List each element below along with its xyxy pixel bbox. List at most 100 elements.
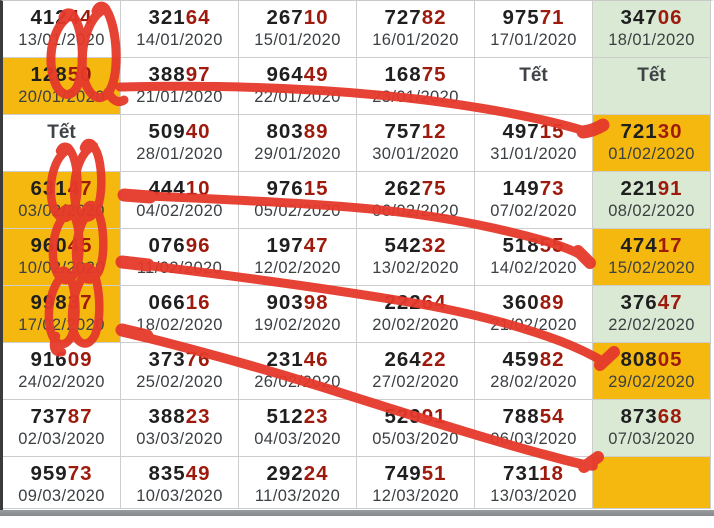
draw-date: 25/02/2020 (136, 373, 223, 391)
prize-number-main-digits: 512 (266, 405, 304, 428)
prize-number-last-two-digits: 49 (185, 462, 211, 485)
prize-number-main-digits: 267 (266, 6, 304, 29)
prize-number: 72130 (620, 119, 682, 144)
prize-number: 99837 (30, 290, 92, 315)
prize-number: 32164 (148, 5, 210, 30)
result-cell: 72130 01/02/2020 (593, 115, 711, 172)
prize-number-last-two-digits: 46 (303, 348, 329, 371)
prize-number: 38897 (148, 62, 210, 87)
prize-number-main-digits: 975 (502, 6, 540, 29)
prize-number-main-digits: 976 (266, 177, 304, 200)
draw-date: 21/02/2020 (490, 316, 577, 334)
draw-date: 12/03/2020 (372, 487, 459, 505)
draw-date: 26/02/2020 (254, 373, 341, 391)
prize-number-main-digits: 727 (384, 6, 422, 29)
result-cell: 99837 17/02/2020 (3, 286, 121, 343)
prize-number: 96045 (30, 233, 92, 258)
prize-number-main-digits: 803 (266, 120, 304, 143)
draw-date: 07/03/2020 (608, 430, 695, 448)
prize-number-last-two-digits: 12 (421, 120, 447, 143)
result-cell: 97615 05/02/2020 (239, 172, 357, 229)
prize-number-last-two-digits: 73 (539, 177, 565, 200)
draw-date: 30/01/2020 (372, 145, 459, 163)
draw-date: 17/02/2020 (18, 316, 105, 334)
result-cell: 90398 19/02/2020 (239, 286, 357, 343)
tet-holiday-label: Tết (637, 65, 666, 86)
result-cell: 51223 04/03/2020 (239, 400, 357, 457)
prize-number-main-digits: 903 (266, 291, 304, 314)
prize-number-last-two-digits: 10 (185, 177, 211, 200)
result-cell: 91609 24/02/2020 (3, 343, 121, 400)
result-cell: 16875 23/01/2020 (357, 58, 475, 115)
prize-number: 44410 (148, 176, 210, 201)
result-cell: 49715 31/01/2020 (475, 115, 593, 172)
prize-number-last-two-digits: 55 (539, 234, 565, 257)
result-cell: 95973 09/03/2020 (3, 457, 121, 509)
prize-number: 36089 (502, 290, 564, 315)
result-cell: 87368 07/03/2020 (593, 400, 711, 457)
prize-number-main-digits: 998 (30, 291, 68, 314)
prize-number-main-digits: 518 (502, 234, 540, 257)
draw-date: 09/03/2020 (18, 487, 105, 505)
prize-number-last-two-digits: 76 (185, 348, 211, 371)
prize-number: 16875 (384, 62, 446, 87)
draw-date: 04/02/2020 (136, 202, 223, 220)
prize-number-last-two-digits: 15 (539, 120, 565, 143)
prize-number: 97615 (266, 176, 328, 201)
prize-number-last-two-digits: 96 (185, 234, 211, 257)
prize-number-last-two-digits: 68 (657, 405, 683, 428)
prize-number: 96449 (266, 62, 328, 87)
prize-number-last-two-digits: 91 (657, 177, 683, 200)
prize-number-last-two-digits: 98 (303, 291, 329, 314)
result-cell: 22191 08/02/2020 (593, 172, 711, 229)
draw-date: 11/02/2020 (136, 259, 223, 277)
prize-number: 22264 (384, 290, 446, 315)
prize-number: 14973 (502, 176, 564, 201)
prize-number-main-digits: 474 (620, 234, 658, 257)
prize-number: 26710 (266, 5, 328, 30)
prize-number: 07696 (148, 233, 210, 258)
prize-number-main-digits: 444 (148, 177, 186, 200)
table-bottom-border (0, 510, 714, 516)
draw-date: 02/03/2020 (18, 430, 105, 448)
result-cell: 38897 21/01/2020 (121, 58, 239, 115)
prize-number: 74951 (384, 461, 446, 486)
prize-number-last-two-digits: 44 (67, 6, 93, 29)
result-cell: 19747 12/02/2020 (239, 229, 357, 286)
result-cell: 34706 18/01/2020 (593, 1, 711, 58)
prize-number-last-two-digits: 75 (421, 63, 447, 86)
prize-number-main-digits: 960 (30, 234, 68, 257)
prize-number: 80389 (266, 119, 328, 144)
prize-number-last-two-digits: 71 (539, 6, 565, 29)
prize-number-main-digits: 788 (502, 405, 540, 428)
result-cell: 14973 07/02/2020 (475, 172, 593, 229)
prize-number-last-two-digits: 30 (657, 120, 683, 143)
prize-number-main-digits: 749 (384, 462, 422, 485)
prize-number-main-digits: 264 (384, 348, 422, 371)
tet-holiday-label: Tết (47, 122, 76, 143)
result-cell: 37376 25/02/2020 (121, 343, 239, 400)
prize-number: 90398 (266, 290, 328, 315)
prize-number: 54232 (384, 233, 446, 258)
result-cell: 44410 04/02/2020 (121, 172, 239, 229)
empty-cell (593, 457, 711, 509)
draw-date: 01/02/2020 (608, 145, 695, 163)
prize-number-last-two-digits: 15 (303, 177, 329, 200)
prize-number: 95973 (30, 461, 92, 486)
prize-number-main-digits: 066 (148, 291, 186, 314)
prize-number-last-two-digits: 32 (421, 234, 447, 257)
prize-number-main-digits: 292 (266, 462, 304, 485)
draw-date: 06/03/2020 (490, 430, 577, 448)
result-cell: 96045 10/02/2020 (3, 229, 121, 286)
prize-number: 12850 (30, 62, 92, 87)
result-cell: 80805 29/02/2020 (593, 343, 711, 400)
draw-date: 04/03/2020 (254, 430, 341, 448)
prize-number-last-two-digits: 16 (185, 291, 211, 314)
prize-number: 83549 (148, 461, 210, 486)
result-cell: 63147 03/02/2020 (3, 172, 121, 229)
draw-date: 14/01/2020 (136, 31, 223, 49)
prize-number-last-two-digits: 50 (67, 63, 93, 86)
prize-number: 22191 (620, 176, 682, 201)
prize-number-main-digits: 231 (266, 348, 304, 371)
